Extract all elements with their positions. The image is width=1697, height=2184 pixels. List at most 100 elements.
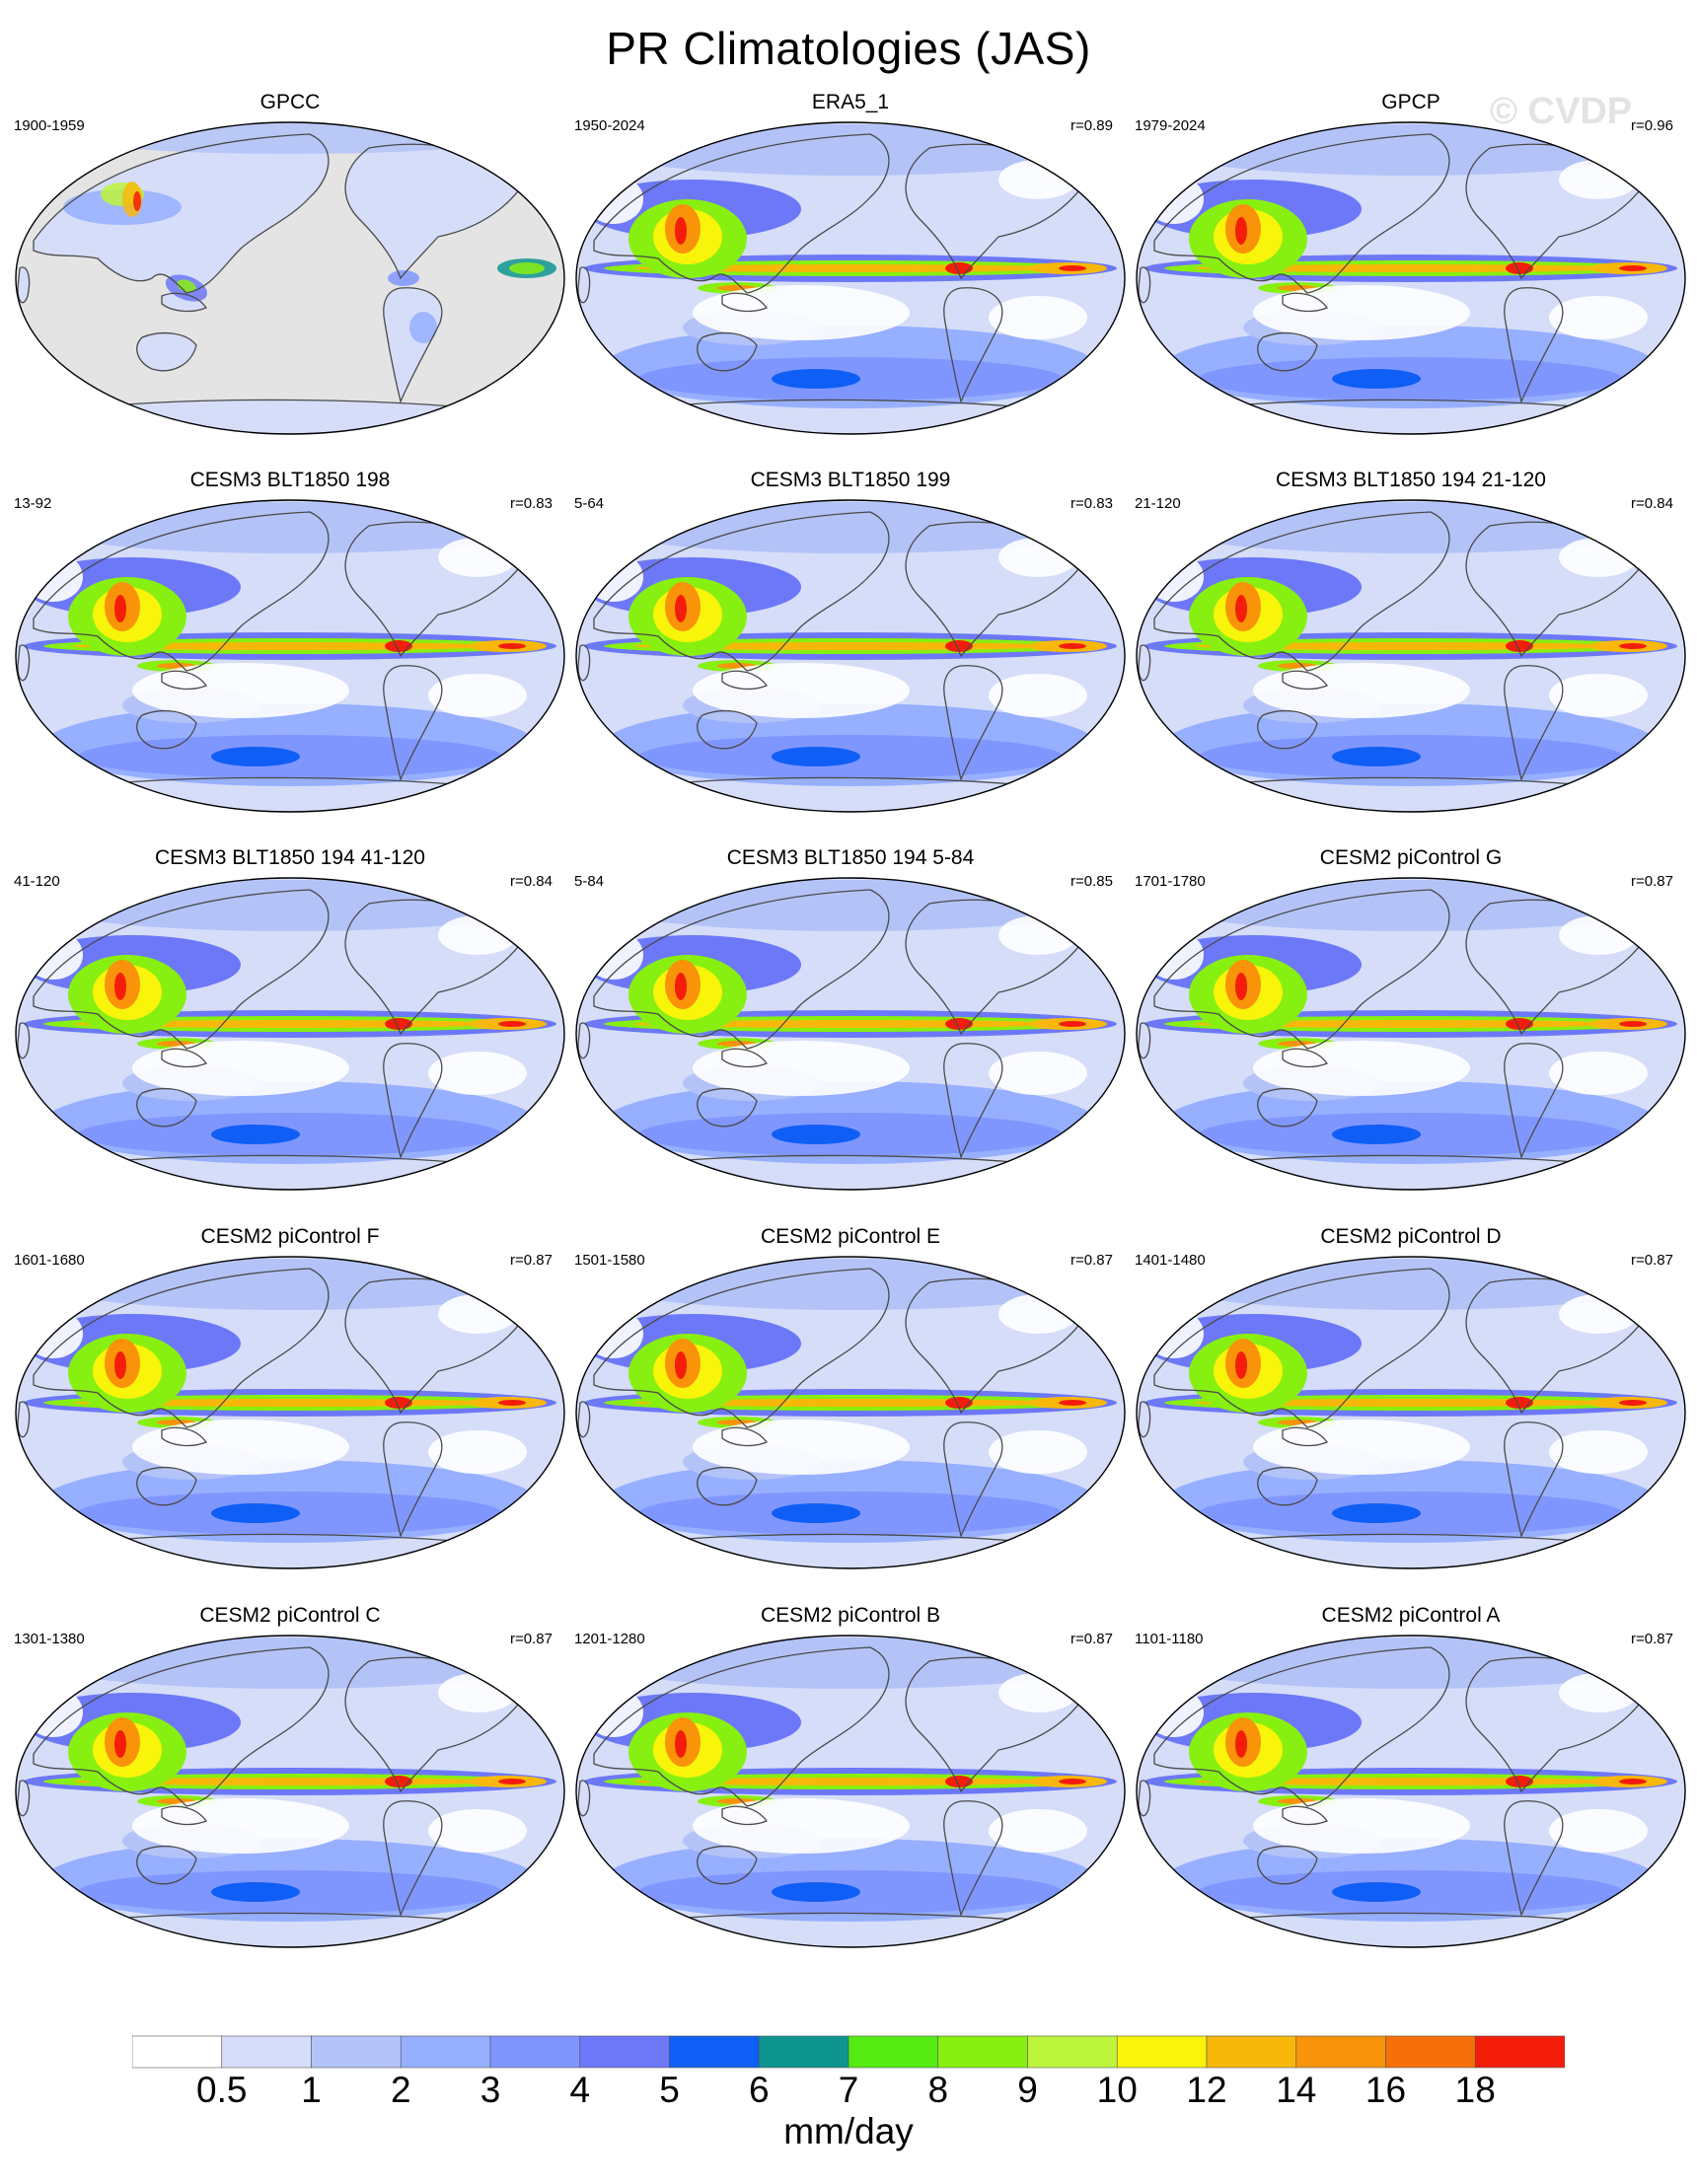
panel-title: CESM3 BLT1850 194 21-120 [1276, 469, 1546, 491]
coastline [577, 1401, 591, 1438]
robinson-map [575, 1256, 1126, 1569]
colorbar-swatch [311, 2035, 402, 2069]
colorbar-tick-label: 16 [1365, 2070, 1407, 2110]
dry-zone [438, 1294, 517, 1334]
coastline [943, 287, 1003, 404]
coastline [136, 1845, 197, 1885]
coastline [161, 670, 208, 691]
map-panel: CESM3 BLT1850 194 21-120 21-120 r=0.84 [1135, 469, 1687, 816]
colorbar-swatch [579, 2035, 670, 2069]
precip-contour [1332, 1125, 1421, 1144]
coastline [1504, 287, 1564, 404]
panel-title: CESM2 piControl C [199, 1604, 381, 1627]
panel-title: CESM3 BLT1850 198 [189, 469, 391, 491]
dry-zone [438, 1673, 517, 1712]
dry-zone [1253, 1798, 1470, 1854]
colorbar-swatch [758, 2035, 849, 2069]
precip-contour [1059, 1021, 1086, 1027]
coastline [697, 709, 758, 750]
precip-contour [1235, 1351, 1247, 1379]
precip-contour [385, 1018, 412, 1030]
map-panel: CESM2 piControl C 1301-1380 r=0.87 [14, 1604, 566, 1951]
coastline [33, 1268, 330, 1428]
robinson-map [15, 1256, 565, 1569]
panel-period: 5-64 [574, 495, 605, 512]
map-border [15, 499, 565, 813]
dry-zone [693, 285, 910, 340]
coastline [1138, 644, 1151, 682]
dry-zone [1559, 538, 1638, 577]
precip-contour [509, 262, 545, 274]
coastline [721, 292, 769, 313]
dry-zone [428, 674, 527, 717]
coastline [1257, 1466, 1318, 1506]
panel-period: 1501-1580 [574, 1252, 645, 1269]
coastline [943, 1800, 1003, 1918]
dry-zone [998, 1294, 1077, 1334]
precip-contour [1506, 640, 1533, 652]
panel-correlation: r=0.87 [510, 1252, 553, 1269]
dry-zone [693, 1420, 910, 1475]
precip-contour [1059, 643, 1086, 649]
precip-contour [1332, 369, 1421, 389]
precip-contour [114, 595, 126, 622]
coastline [577, 1022, 591, 1059]
coastline [1153, 889, 1450, 1050]
coastline [17, 1780, 31, 1817]
panel-title: CESM3 BLT1850 194 41-120 [155, 846, 425, 869]
australia-land [136, 332, 196, 371]
dry-zone [428, 1052, 527, 1095]
dry-zone [989, 296, 1087, 339]
dry-zone [1549, 1052, 1648, 1095]
map-border [15, 1256, 565, 1569]
asia-land [34, 134, 329, 293]
precip-contour [63, 189, 182, 225]
antarctica-land [103, 400, 478, 434]
coastline [697, 1845, 758, 1885]
coastline [1257, 331, 1318, 372]
coastline [161, 1426, 208, 1447]
dry-zone [1559, 915, 1638, 955]
coastline [136, 1466, 197, 1506]
precip-contour [409, 312, 437, 343]
dry-zone [693, 663, 910, 718]
coastline [593, 1646, 890, 1807]
map-border [575, 499, 1126, 813]
panel-correlation: r=0.87 [1631, 873, 1673, 890]
coastline [593, 511, 890, 672]
panel-period: 1101-1180 [1135, 1631, 1204, 1647]
map-panel: CESM2 piControl D 1401-1480 r=0.87 [1135, 1225, 1687, 1572]
dry-zone [1253, 285, 1470, 340]
precip-contour [1619, 265, 1647, 271]
coastline [1153, 1646, 1450, 1807]
panel-title: CESM2 piControl F [200, 1225, 380, 1248]
colorbar-swatch [400, 2035, 491, 2069]
coastline [1504, 665, 1564, 782]
map-border [15, 1635, 565, 1948]
panel-period: 1979-2024 [1135, 117, 1206, 134]
dry-zone [1253, 1041, 1470, 1096]
dry-zone [1549, 674, 1648, 717]
precip-contour [388, 270, 419, 286]
coastline [721, 1426, 769, 1447]
coastline [17, 644, 31, 682]
coastline [1138, 1401, 1151, 1438]
colorbar [132, 2035, 1565, 2069]
precip-contour [772, 1503, 860, 1523]
coastline [1153, 1268, 1450, 1428]
figure-title: PR Climatologies (JAS) [606, 23, 1091, 74]
precip-contour [675, 595, 687, 622]
north-america-land [345, 144, 527, 278]
coastline [1138, 1780, 1151, 1817]
map-border [575, 1256, 1126, 1569]
precip-contour [498, 643, 526, 649]
precip-contour [1059, 1400, 1086, 1406]
precip-contour [945, 1397, 973, 1409]
precip-contour [1506, 1018, 1533, 1030]
coastline [33, 889, 330, 1050]
map-border [1136, 499, 1686, 813]
precip-contour [114, 1730, 126, 1758]
panel-correlation: r=0.83 [510, 495, 553, 512]
colorbar-tick-label: 9 [1017, 2070, 1038, 2110]
map-panel: GPCP 1979-2024 r=0.96 [1135, 91, 1687, 438]
